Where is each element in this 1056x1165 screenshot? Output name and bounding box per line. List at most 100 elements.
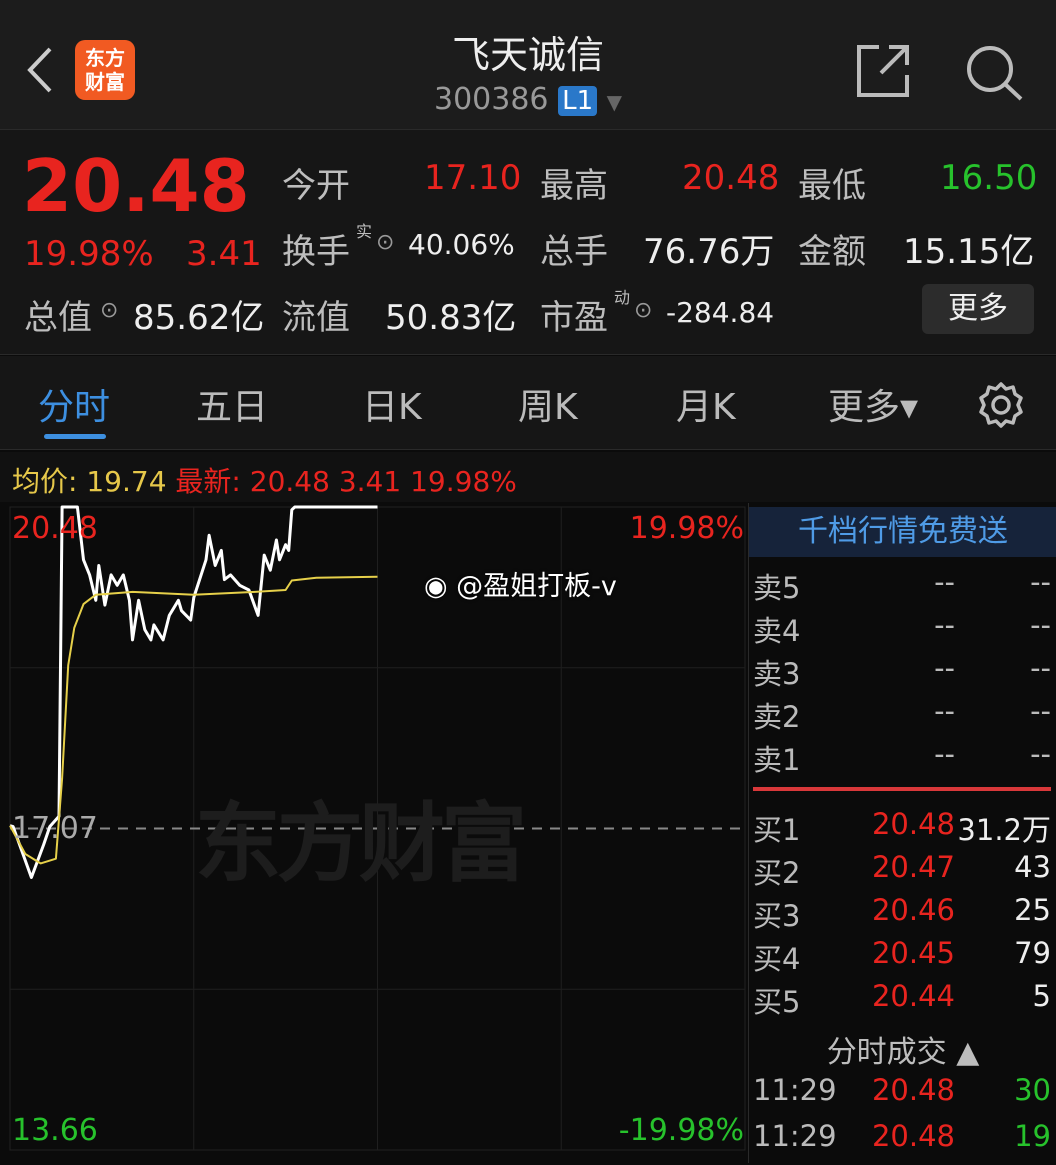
trade-time: 11:29: [753, 1119, 837, 1153]
float-label: 流值: [282, 298, 350, 338]
ask-volume: --: [1030, 565, 1051, 599]
trade-volume: 19: [1014, 1119, 1051, 1153]
change-pct: 19.98%: [24, 234, 154, 274]
ask-price: --: [934, 694, 955, 728]
volume-label: 总手: [540, 232, 608, 272]
last-change-pct: 19.98%: [410, 465, 517, 498]
trade-price: 20.48: [871, 1073, 955, 1107]
ask-volume: --: [1030, 608, 1051, 642]
ask-price: --: [934, 651, 955, 685]
pe-value: -284.84: [666, 296, 775, 329]
avg-value: 19.74: [86, 465, 167, 498]
high-value: 20.48: [682, 158, 780, 198]
info-icon[interactable]: ⊙: [634, 298, 653, 323]
last-change: 3.41: [338, 465, 402, 498]
low-value: 16.50: [940, 158, 1038, 198]
stock-code: 300386: [434, 82, 549, 117]
ask-volume: --: [1030, 651, 1051, 685]
bid-price: 20.46: [871, 893, 955, 927]
order-book: 千档行情免费送 分时成交 ▲ 卖5 -- -- 卖4 -- -- 卖3 -- -- 卖2 -- -- 卖…: [748, 503, 1056, 1163]
order-book-row: 卖5 -- --: [749, 565, 1056, 605]
bid-price: 20.48: [871, 807, 955, 841]
order-book-row: 卖1 -- --: [749, 737, 1056, 777]
bid-price: 20.44: [871, 979, 955, 1013]
tab-intraday[interactable]: 分时: [38, 387, 111, 428]
stock-code-group[interactable]: 300386 L1 ▼: [434, 82, 622, 117]
active-tab-underline: [44, 434, 106, 439]
order-book-row: 卖2 -- --: [749, 694, 1056, 734]
quote-panel: 20.48 19.98% 3.41 总值 ⊙ 85.62亿 今开 17.10 最…: [0, 130, 1056, 355]
y-bottom-label: 13.66: [12, 1113, 98, 1148]
period-tabs: 分时 五日 日K 周K 月K 更多▾: [0, 356, 1056, 450]
bid-price: 20.47: [871, 850, 955, 884]
bid-volume: 43: [1014, 850, 1051, 884]
settings-gear-icon[interactable]: [976, 380, 1026, 430]
turnover-value: 40.06%: [408, 228, 515, 261]
order-book-row: 买2 20.47 43: [749, 850, 1056, 890]
last-label: 最新:: [175, 465, 241, 498]
stock-name: 飞天诚信: [451, 33, 604, 77]
dropdown-triangle-icon: ▼: [606, 90, 623, 114]
intraday-chart[interactable]: 东方财富 20.48 19.98% 17.07 13.66 -19.98%: [0, 503, 746, 1163]
ask-price: --: [934, 737, 955, 771]
order-book-row: 买4 20.45 79: [749, 936, 1056, 976]
pct-bottom-label: -19.98%: [618, 1113, 744, 1148]
ask-label: 卖4: [753, 614, 801, 648]
high-label: 最高: [540, 166, 608, 206]
header: 东方 财富 飞天诚信 300386 L1 ▼: [0, 0, 1056, 130]
more-button[interactable]: 更多: [922, 284, 1034, 334]
overlay-text: @盈姐打板-v: [456, 571, 617, 602]
bid-volume: 25: [1014, 893, 1051, 927]
tab-daily-k[interactable]: 日K: [362, 387, 422, 428]
bid-label: 买2: [753, 856, 801, 890]
prev-close-label: 17.07: [12, 811, 98, 846]
ask-label: 卖3: [753, 657, 801, 691]
promo-banner[interactable]: 千档行情免费送: [749, 507, 1056, 557]
info-icon[interactable]: ⊙: [376, 230, 395, 255]
order-book-row: 买3 20.46 25: [749, 893, 1056, 933]
ask-volume: --: [1030, 737, 1051, 771]
tab-five-day[interactable]: 五日: [196, 387, 269, 428]
last-value: 20.48: [249, 465, 330, 498]
chart-watermark: 东方财富: [195, 794, 527, 894]
pe-sup: 动: [614, 288, 631, 307]
bid-label: 买5: [753, 985, 801, 1019]
pe-label: 市盈: [540, 298, 608, 338]
share-icon[interactable]: [855, 42, 913, 100]
tab-more[interactable]: 更多▾: [828, 387, 919, 428]
trade-price: 20.48: [871, 1119, 955, 1153]
bid-volume: 31.2万: [957, 813, 1051, 847]
ask-price: --: [934, 608, 955, 642]
bid-label: 买1: [753, 813, 801, 847]
trade-time: 11:29: [753, 1073, 837, 1107]
chart-svg: [9, 505, 746, 1151]
last-price: 20.48: [22, 144, 250, 228]
order-book-row: 11:29 20.48 19: [749, 1119, 1056, 1159]
info-icon[interactable]: ⊙: [100, 298, 119, 323]
float-value: 50.83亿: [385, 298, 517, 338]
book-divider: [753, 787, 1051, 791]
order-book-row: 卖3 -- --: [749, 651, 1056, 691]
back-chevron-icon[interactable]: [24, 45, 56, 95]
mktcap-label: 总值: [24, 298, 92, 338]
pct-top-label: 19.98%: [629, 511, 744, 546]
price-line: [9, 505, 378, 879]
open-value: 17.10: [424, 158, 522, 198]
average-price-line: [9, 575, 378, 865]
search-icon[interactable]: [963, 42, 1027, 102]
tab-monthly-k[interactable]: 月K: [676, 387, 736, 428]
trade-volume: 30: [1014, 1073, 1051, 1107]
order-book-row: 11:29 20.48 30: [749, 1073, 1056, 1113]
bid-volume: 79: [1014, 936, 1051, 970]
bid-volume: 5: [1032, 979, 1051, 1013]
order-book-row: 买1 20.48 31.2万: [749, 807, 1056, 847]
tab-weekly-k[interactable]: 周K: [518, 387, 578, 428]
logo: 东方 财富: [75, 40, 135, 100]
turnover-label: 换手: [282, 232, 350, 272]
trades-header[interactable]: 分时成交 ▲: [826, 1035, 980, 1070]
order-book-row: 买5 20.44 5: [749, 979, 1056, 1019]
ask-label: 卖1: [753, 743, 801, 777]
bid-price: 20.45: [871, 936, 955, 970]
chart-info-bar: 均价: 19.74 最新: 20.48 3.41 19.98%: [0, 452, 1056, 502]
change: 3.41: [186, 234, 262, 274]
